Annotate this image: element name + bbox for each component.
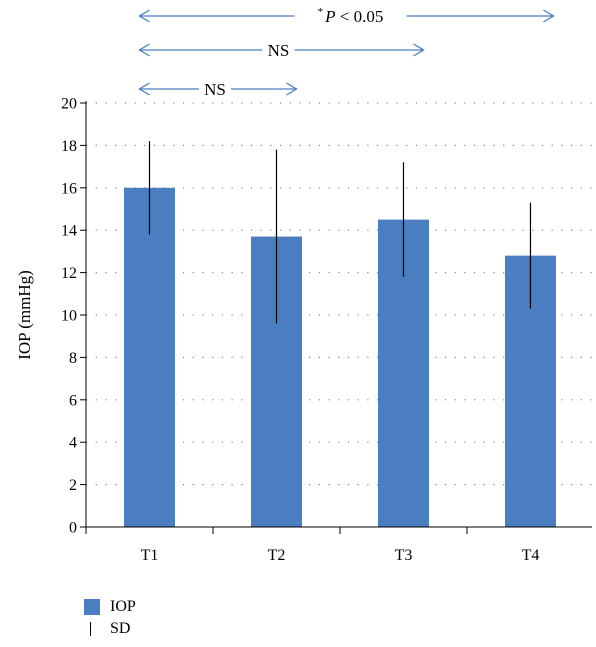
gridlines [86,102,592,486]
comparison-label: NS [268,41,290,60]
bar-T1 [123,187,175,528]
arrow-head-right [543,9,555,23]
y-tick-label: 16 [61,180,77,197]
y-tick-label: 4 [69,435,77,452]
comparison-T1-T2: NS [138,80,298,99]
comparison-T1-T3: NS [138,41,425,60]
error-bars [148,141,532,324]
x-tick-label: T4 [522,547,540,564]
y-tick-label: 14 [61,223,77,240]
axes: 0 2 4 6 8 10 12 14 16 18 20 T1 T2 T3 T4 [61,96,592,564]
y-tick-label: 6 [69,392,77,409]
legend-item-iop: IOP [84,596,136,618]
y-tick-label: 0 [69,520,77,537]
legend: IOP SD [84,596,136,640]
y-tick-label: 8 [69,350,77,367]
y-tick-label: 2 [69,477,77,494]
comparison-label: NS [204,80,226,99]
arrow-head-left [138,9,150,23]
y-axis-label: IOP (mmHg) [15,270,34,360]
bars [123,187,556,528]
legend-item-sd: SD [84,618,136,640]
arrow-head-left [138,82,150,96]
legend-swatch-iop [84,599,100,615]
y-tick-label: 18 [61,138,77,155]
x-tick-label: T2 [268,547,286,564]
legend-label-iop: IOP [110,598,136,615]
comparison-label: * P < 0.05 [318,6,384,26]
x-tick-label: T1 [141,547,159,564]
y-tick-label: 20 [61,96,77,113]
arrow-head-left [138,43,150,57]
comparison-T1-T4: * P < 0.05 [138,6,555,26]
legend-marker-sd [84,621,100,637]
y-tick-label: 10 [61,308,77,325]
arrow-head-right [413,43,425,57]
y-tick-label: 12 [61,265,77,282]
arrow-head-right [286,82,298,96]
legend-label-sd: SD [110,620,131,637]
x-tick-label: T3 [395,547,413,564]
comparison-arrows: NS NS * P < 0.05 [138,6,555,99]
